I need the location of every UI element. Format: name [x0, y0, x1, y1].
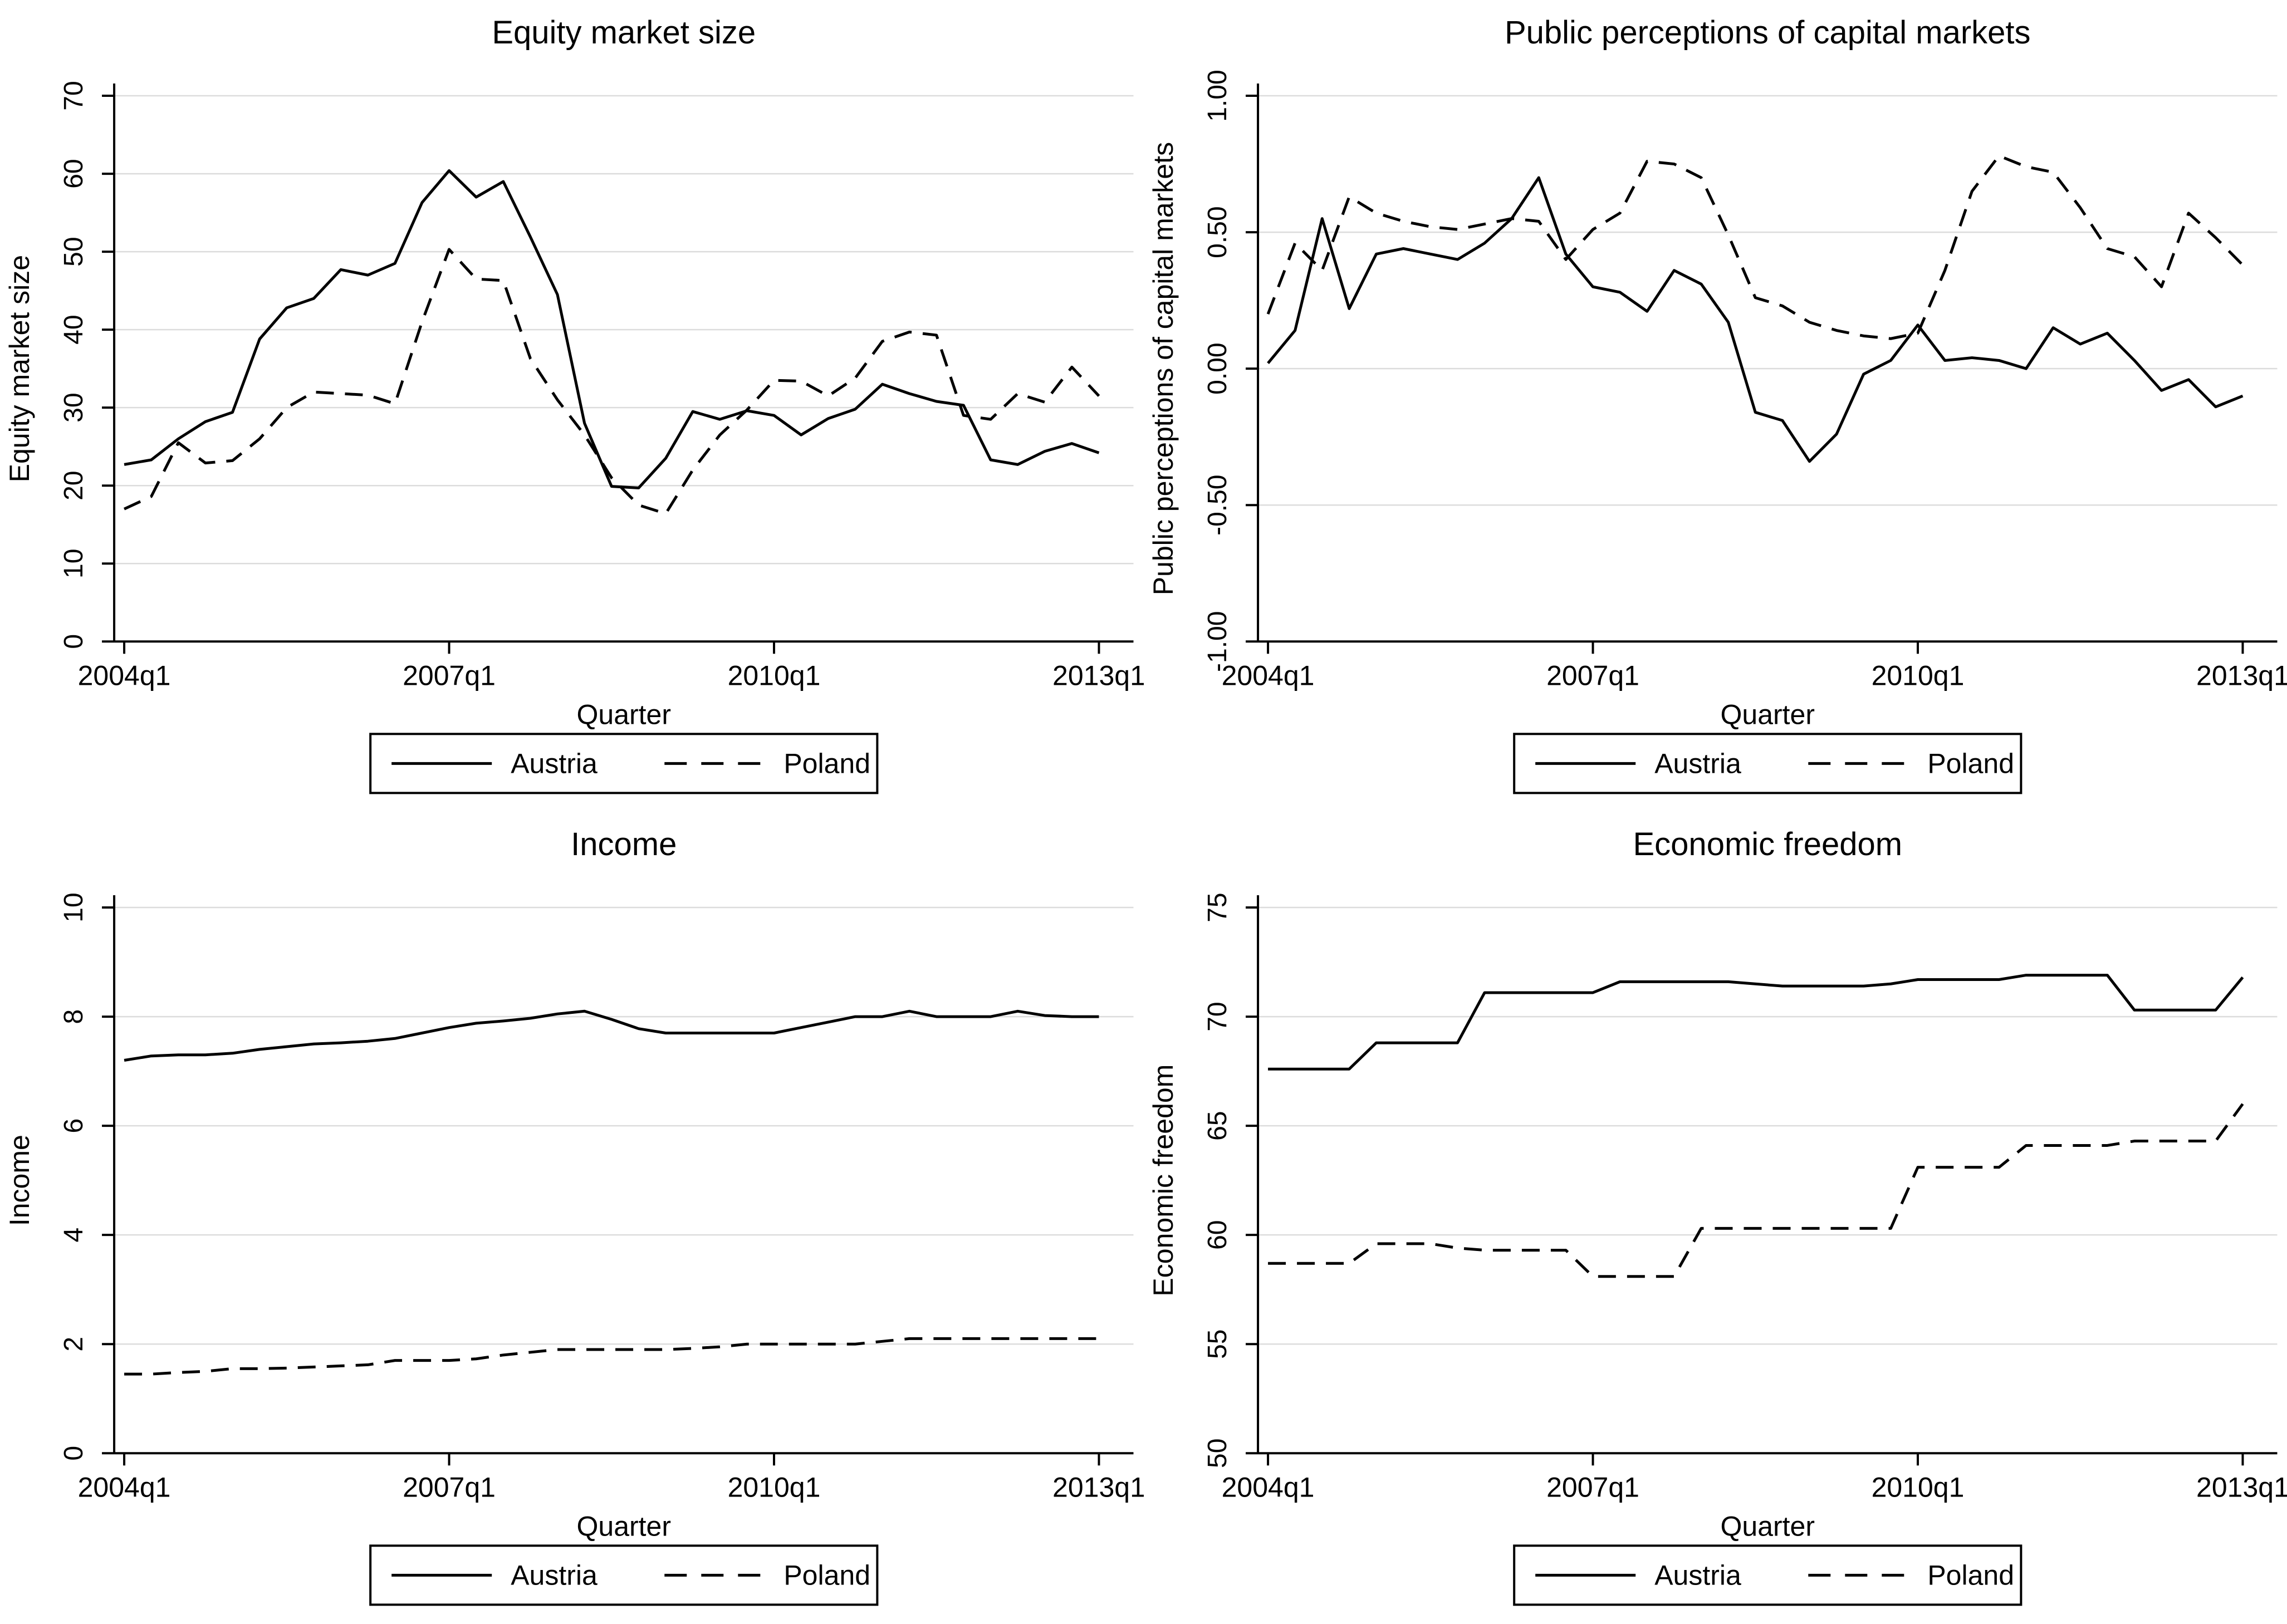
x-tick-label: 2004q1	[78, 660, 171, 691]
y-tick-label: 70	[1203, 1002, 1232, 1032]
y-tick-label: 4	[59, 1228, 89, 1243]
y-tick-label: 8	[59, 1009, 89, 1024]
x-tick-label: 2013q1	[2196, 660, 2287, 691]
x-tick-label: 2007q1	[1546, 660, 1639, 691]
chart-economic-freedom: Economic freedom 50 55 60 65 70 75 2004q1 2007q1…	[1143, 812, 2287, 1624]
x-tick-label: 2007q1	[403, 660, 496, 691]
chart-cell-equity-market-size: Equity market size 0 10 20 30 40 50 60 70 2004q1 2…	[0, 0, 1144, 812]
series-line-austria	[1267, 974, 2244, 1071]
y-tick-label: 65	[1203, 1111, 1232, 1141]
series-line-poland	[1266, 154, 2244, 340]
legend-label-poland: Poland	[1927, 748, 2014, 779]
gridlines	[1257, 907, 2277, 1345]
chart-title: Economic freedom	[1633, 826, 1902, 862]
series-line-poland	[1267, 1103, 2244, 1278]
y-tick-label: 60	[59, 159, 89, 188]
y-tick-label: 55	[1203, 1329, 1232, 1359]
y-tick-label: 10	[59, 893, 89, 923]
chart-title: Income	[571, 826, 677, 862]
chart-cell-income: Income 0 2 4 6 8 10 2004q1 2007q1 2010q1 2013q1 Inc…	[0, 812, 1144, 1624]
y-tick-label: 0.00	[1203, 342, 1232, 394]
series-line-austria	[124, 169, 1100, 489]
x-tick-label: 2013q1	[1052, 1472, 1143, 1503]
y-tick-label: 0.50	[1203, 206, 1232, 258]
x-tick-label: 2004q1	[78, 1472, 171, 1503]
gridlines	[114, 95, 1134, 565]
y-tick-label: 30	[59, 392, 89, 422]
chart-equity-market-size: Equity market size 0 10 20 30 40 50 60 70 2004q1 2…	[0, 0, 1144, 812]
series-line-poland	[124, 1337, 1099, 1376]
y-tick-label: 50	[59, 237, 89, 266]
legend-label-austria: Austria	[511, 1560, 598, 1591]
chart-title: Public perceptions of capital markets	[1504, 14, 2030, 51]
chart-background	[0, 812, 1144, 1624]
legend: Austria Poland	[369, 733, 879, 794]
x-tick-label: 2010q1	[728, 660, 821, 691]
axes: -1.00 -0.50 0.00 0.50 1.00 2004q1 2007q1 2010q1…	[1203, 70, 2287, 691]
x-tick-label: 2010q1	[1871, 1472, 1964, 1503]
y-axis-title: Equity market size	[4, 255, 35, 482]
x-tick-label: 2004q1	[1221, 660, 1314, 691]
series-line-poland	[124, 248, 1100, 516]
legend: Austria Poland	[1512, 733, 2022, 794]
y-tick-label: 0	[59, 634, 89, 649]
series-line-austria	[1266, 176, 2243, 463]
chart-background	[0, 0, 1144, 812]
y-axis-title: Income	[4, 1135, 35, 1226]
y-tick-label: 40	[59, 315, 89, 344]
y-tick-label: -1.00	[1203, 611, 1232, 672]
x-tick-label: 2010q1	[1871, 660, 1964, 691]
y-tick-label: 60	[1203, 1220, 1232, 1250]
gridlines	[1257, 95, 2277, 506]
x-axis-title: Quarter	[577, 699, 672, 730]
legend-label-austria: Austria	[1654, 1560, 1741, 1591]
chart-background	[1143, 812, 2287, 1624]
chart-cell-economic-freedom: Economic freedom 50 55 60 65 70 75 2004q1 2007q1…	[1143, 812, 2287, 1624]
x-tick-label: 2010q1	[728, 1472, 821, 1503]
y-tick-label: 75	[1203, 893, 1232, 923]
chart-background	[1143, 0, 2287, 812]
legend-label-poland: Poland	[783, 1560, 870, 1591]
axes: 0 2 4 6 8 10 2004q1 2007q1 2010q1 2013q1	[59, 893, 1143, 1503]
x-tick-label: 2013q1	[2196, 1472, 2287, 1503]
chart-income: Income 0 2 4 6 8 10 2004q1 2007q1 2010q1 2013q1 Inc…	[0, 812, 1144, 1624]
axes: 50 55 60 65 70 75 2004q1 2007q1 2010q1 2013q1	[1203, 893, 2287, 1503]
legend: Austria Poland	[369, 1544, 879, 1606]
x-tick-label: 2007q1	[403, 1472, 496, 1503]
chart-cell-public-perceptions: Public perceptions of capital markets -1.…	[1143, 0, 2287, 812]
x-axis-title: Quarter	[1720, 699, 1815, 730]
y-tick-label: 50	[1203, 1439, 1232, 1468]
y-axis-title: Economic freedom	[1148, 1064, 1179, 1297]
legend-label-poland: Poland	[783, 748, 870, 779]
axes: 0 10 20 30 40 50 60 70 2004q1 2007q1 2010q1 2013q1	[59, 81, 1143, 691]
y-tick-label: 0	[59, 1446, 89, 1461]
x-tick-label: 2004q1	[1221, 1472, 1314, 1503]
series-line-austria	[124, 1010, 1099, 1062]
x-tick-label: 2013q1	[1052, 660, 1143, 691]
y-axis-title: Public perceptions of capital markets	[1148, 142, 1179, 595]
legend: Austria Poland	[1512, 1544, 2022, 1606]
legend-label-poland: Poland	[1927, 1560, 2014, 1591]
y-tick-label: -0.50	[1203, 475, 1232, 536]
y-tick-label: 70	[59, 81, 89, 110]
y-tick-label: 20	[59, 471, 89, 501]
x-axis-title: Quarter	[577, 1511, 672, 1542]
y-tick-label: 6	[59, 1118, 89, 1134]
x-axis-title: Quarter	[1720, 1511, 1815, 1542]
legend-label-austria: Austria	[1654, 748, 1741, 779]
y-tick-label: 2	[59, 1337, 89, 1352]
chart-title: Equity market size	[492, 14, 756, 51]
y-tick-label: 10	[59, 549, 89, 578]
x-tick-label: 2007q1	[1546, 1472, 1639, 1503]
chart-public-perceptions-of-capital-markets: Public perceptions of capital markets -1.…	[1143, 0, 2287, 812]
y-tick-label: 1.00	[1203, 70, 1232, 121]
legend-label-austria: Austria	[511, 748, 598, 779]
